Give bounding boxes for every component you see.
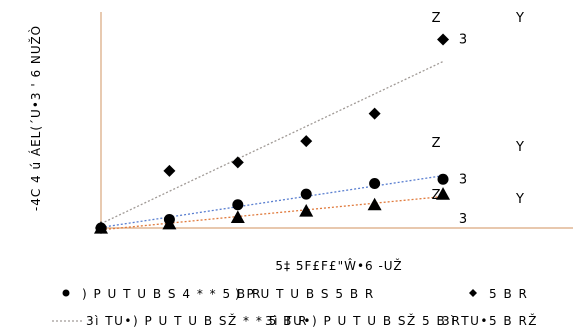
- data-point-diamond: [368, 107, 381, 120]
- data-point-diamond: [163, 164, 176, 177]
- data-point-circle: [369, 178, 381, 190]
- data-point-triangle: [94, 221, 108, 234]
- annotations: Z Y 3 Z Y 3 Z Y 3: [432, 11, 524, 227]
- legend-marker-diamond: [469, 289, 477, 297]
- annotation-label: Y: [515, 11, 524, 26]
- annotation-label: 3: [459, 172, 467, 187]
- legend-label: ) P U T U B S 4 * * 5 B R: [82, 287, 262, 301]
- legend-marker-circle: [62, 289, 70, 297]
- annotation-label: 3: [459, 33, 467, 48]
- trendline-diamond: [100, 60, 444, 225]
- legend-label: 5 B R: [489, 287, 528, 301]
- legend-label: ) P U T U B S 5 B R: [235, 287, 375, 301]
- data-point-circle: [300, 188, 312, 200]
- data-point-circle: [232, 199, 244, 211]
- annotation-label: Z: [432, 136, 441, 151]
- data-point-triangle: [230, 210, 245, 224]
- trendline-circle: [100, 175, 444, 229]
- data-point-triangle: [162, 216, 177, 230]
- annotation-label: Y: [515, 140, 524, 155]
- data-point-diamond: [437, 33, 450, 46]
- legend: ) P U T U B S 4 * * 5 B R ) P U T U B S …: [52, 287, 538, 328]
- data-point-triangle: [367, 197, 382, 211]
- annotation-label: 3: [459, 212, 467, 227]
- annotation-label: Z: [432, 188, 441, 203]
- data-point-diamond: [300, 135, 313, 148]
- data-marks: [94, 33, 451, 234]
- axes: [100, 12, 573, 229]
- annotation-label: Z: [432, 11, 441, 26]
- trendline-triangle: [100, 195, 444, 231]
- legend-label: 3ì TU•) P U T U B SŽ * * 5 B R: [86, 313, 308, 328]
- legend-label: 3ì TU•) P U T U B SŽ 5 B R: [265, 313, 461, 328]
- y-axis-label: -4C 4 ú ÁEL(´U•3 ' 6 NUŽÒ: [28, 25, 43, 211]
- data-point-diamond: [231, 156, 244, 169]
- data-point-triangle: [299, 204, 314, 217]
- data-point-circle: [437, 173, 449, 185]
- trendlines: [100, 60, 444, 231]
- data-point-triangle: [436, 187, 451, 200]
- annotation-label: Y: [515, 192, 524, 207]
- legend-label: 3ì TU•5 B RŽ: [442, 313, 538, 328]
- x-axis-label: 5‡ 5F£F£"Ŵ•6 -UŽ: [275, 258, 402, 273]
